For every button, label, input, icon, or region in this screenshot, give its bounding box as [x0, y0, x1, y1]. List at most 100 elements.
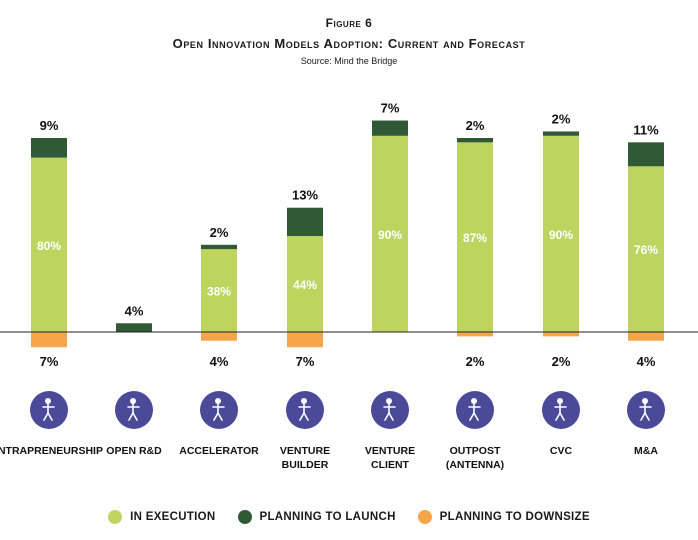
bar-planning-to-downsize — [543, 332, 579, 337]
team-icon-glyph — [212, 398, 225, 421]
icon-glyph-part — [384, 412, 390, 421]
bar-planning-to-launch — [457, 137, 493, 143]
data-label-in-execution: 80% — [37, 239, 61, 253]
legend-item-planning-to-launch: PLANNING TO LAUNCH — [237, 510, 396, 524]
map-pin-icon — [456, 391, 494, 429]
data-label-planning-to-launch: 2% — [210, 225, 229, 240]
team-icon — [200, 391, 238, 429]
presenter-board-icon — [286, 391, 324, 429]
icon-glyph-part — [130, 398, 136, 404]
icon-glyph-part — [47, 412, 53, 421]
icon-glyph-part — [128, 412, 134, 421]
data-label-planning-to-downsize: 4% — [637, 354, 656, 369]
icon-glyph-part — [215, 398, 221, 404]
data-label-in-execution: 87% — [463, 231, 487, 245]
researcher-icon-glyph — [127, 398, 140, 421]
bar-planning-to-launch — [543, 131, 579, 136]
icon-glyph-part — [388, 412, 394, 421]
icon-glyph-part — [301, 398, 307, 404]
data-label-planning-to-launch: 4% — [125, 303, 144, 318]
icon-glyph-part — [217, 412, 223, 421]
handshake-icon — [371, 391, 409, 429]
icon-glyph-part — [642, 398, 648, 404]
signing-contract-icon — [627, 391, 665, 429]
chart-title: Open Innovation Models Adoption: Current… — [172, 36, 526, 51]
data-label-planning-to-downsize: 2% — [552, 354, 571, 369]
data-label-planning-to-launch: 13% — [292, 188, 318, 203]
data-label-in-execution: 76% — [634, 243, 658, 257]
chart-source: Source: Mind the Bridge — [300, 56, 398, 66]
data-label-planning-to-launch: 9% — [40, 118, 59, 133]
icon-glyph-part — [473, 412, 479, 421]
map-pin-icon-glyph — [468, 398, 481, 421]
category-label: ACCELERATOR — [179, 445, 259, 457]
bar-chart: 80% 9% 7% INTRAPRENEURSHIP 4% OPEN R&D 38% 2% 4%… — [0, 101, 698, 471]
legend-label-planning-to-downsize: PLANNING TO DOWNSIZE — [439, 511, 590, 523]
bar-in-execution — [628, 166, 664, 332]
bar-planning-to-downsize — [201, 332, 237, 341]
money-person-icon — [542, 391, 580, 429]
data-label-planning-to-downsize: 7% — [296, 354, 315, 369]
bar-in-execution — [201, 249, 237, 332]
icon-glyph-part — [43, 412, 49, 421]
bar-planning-to-launch — [116, 323, 152, 332]
bar-planning-to-downsize — [628, 332, 664, 341]
category-label: OUTPOST — [450, 445, 501, 457]
signing-contract-icon-glyph — [639, 398, 652, 421]
legend-item-planning-to-downsize: PLANNING TO DOWNSIZE — [417, 510, 590, 524]
figure-label: Figure 6 — [325, 16, 373, 30]
icon-glyph-part — [559, 412, 565, 421]
bar-planning-to-launch — [372, 120, 408, 136]
presenter-board-icon-glyph — [298, 398, 311, 421]
data-label-planning-to-downsize: 2% — [466, 354, 485, 369]
category-label: (ANTENNA) — [446, 459, 504, 471]
legend-label-in-execution: IN EXECUTION — [130, 511, 216, 523]
icon-glyph-part — [555, 412, 561, 421]
researcher-icon — [115, 391, 153, 429]
icon-glyph-part — [132, 412, 138, 421]
bar-in-execution — [31, 157, 67, 332]
data-label-in-execution: 90% — [378, 228, 402, 242]
bar-planning-to-launch — [201, 244, 237, 250]
icon-glyph-part — [386, 398, 392, 404]
bar-planning-to-downsize — [31, 332, 67, 348]
data-label-planning-to-launch: 2% — [466, 118, 485, 133]
data-label-planning-to-launch: 2% — [552, 111, 571, 126]
data-label-in-execution: 38% — [207, 285, 231, 299]
bar-in-execution — [457, 142, 493, 332]
legend-swatch-planning-to-launch — [237, 510, 252, 524]
category-label: OPEN R&D — [106, 445, 162, 457]
data-label-planning-to-downsize: 4% — [210, 354, 229, 369]
icon-glyph-part — [640, 412, 646, 421]
legend-item-in-execution: IN EXECUTION — [108, 510, 215, 524]
category-label: CLIENT — [371, 459, 410, 471]
data-label-planning-to-launch: 11% — [633, 122, 659, 137]
category-label: VENTURE — [365, 445, 415, 457]
icon-glyph-part — [644, 412, 650, 421]
data-label-planning-to-launch: 7% — [381, 101, 400, 116]
data-label-in-execution: 44% — [293, 278, 317, 292]
bar-in-execution — [372, 135, 408, 332]
person-running-icon — [30, 391, 68, 429]
icon-glyph-part — [469, 412, 475, 421]
icon-glyph-part — [299, 412, 305, 421]
bar-in-execution — [287, 236, 323, 332]
icon-glyph-part — [45, 398, 51, 404]
icon-glyph-part — [471, 398, 477, 404]
legend-swatch-in-execution — [108, 510, 123, 524]
legend: IN EXECUTION PLANNING TO LAUNCH PLANNING… — [0, 510, 698, 524]
bar-in-execution — [543, 135, 579, 332]
money-person-icon-glyph — [554, 398, 567, 421]
bar-planning-to-downsize — [457, 332, 493, 337]
bar-planning-to-launch — [628, 142, 664, 167]
icon-glyph-part — [303, 412, 309, 421]
category-label: BUILDER — [282, 459, 329, 471]
category-label: CVC — [550, 445, 573, 457]
handshake-icon-glyph — [383, 398, 396, 421]
category-label: M&A — [634, 445, 658, 457]
category-label: INTRAPRENEURSHIP — [0, 445, 103, 457]
icon-glyph-part — [557, 398, 563, 404]
bar-planning-to-launch — [287, 207, 323, 237]
data-label-in-execution: 90% — [549, 228, 573, 242]
bar-planning-to-downsize — [287, 332, 323, 348]
